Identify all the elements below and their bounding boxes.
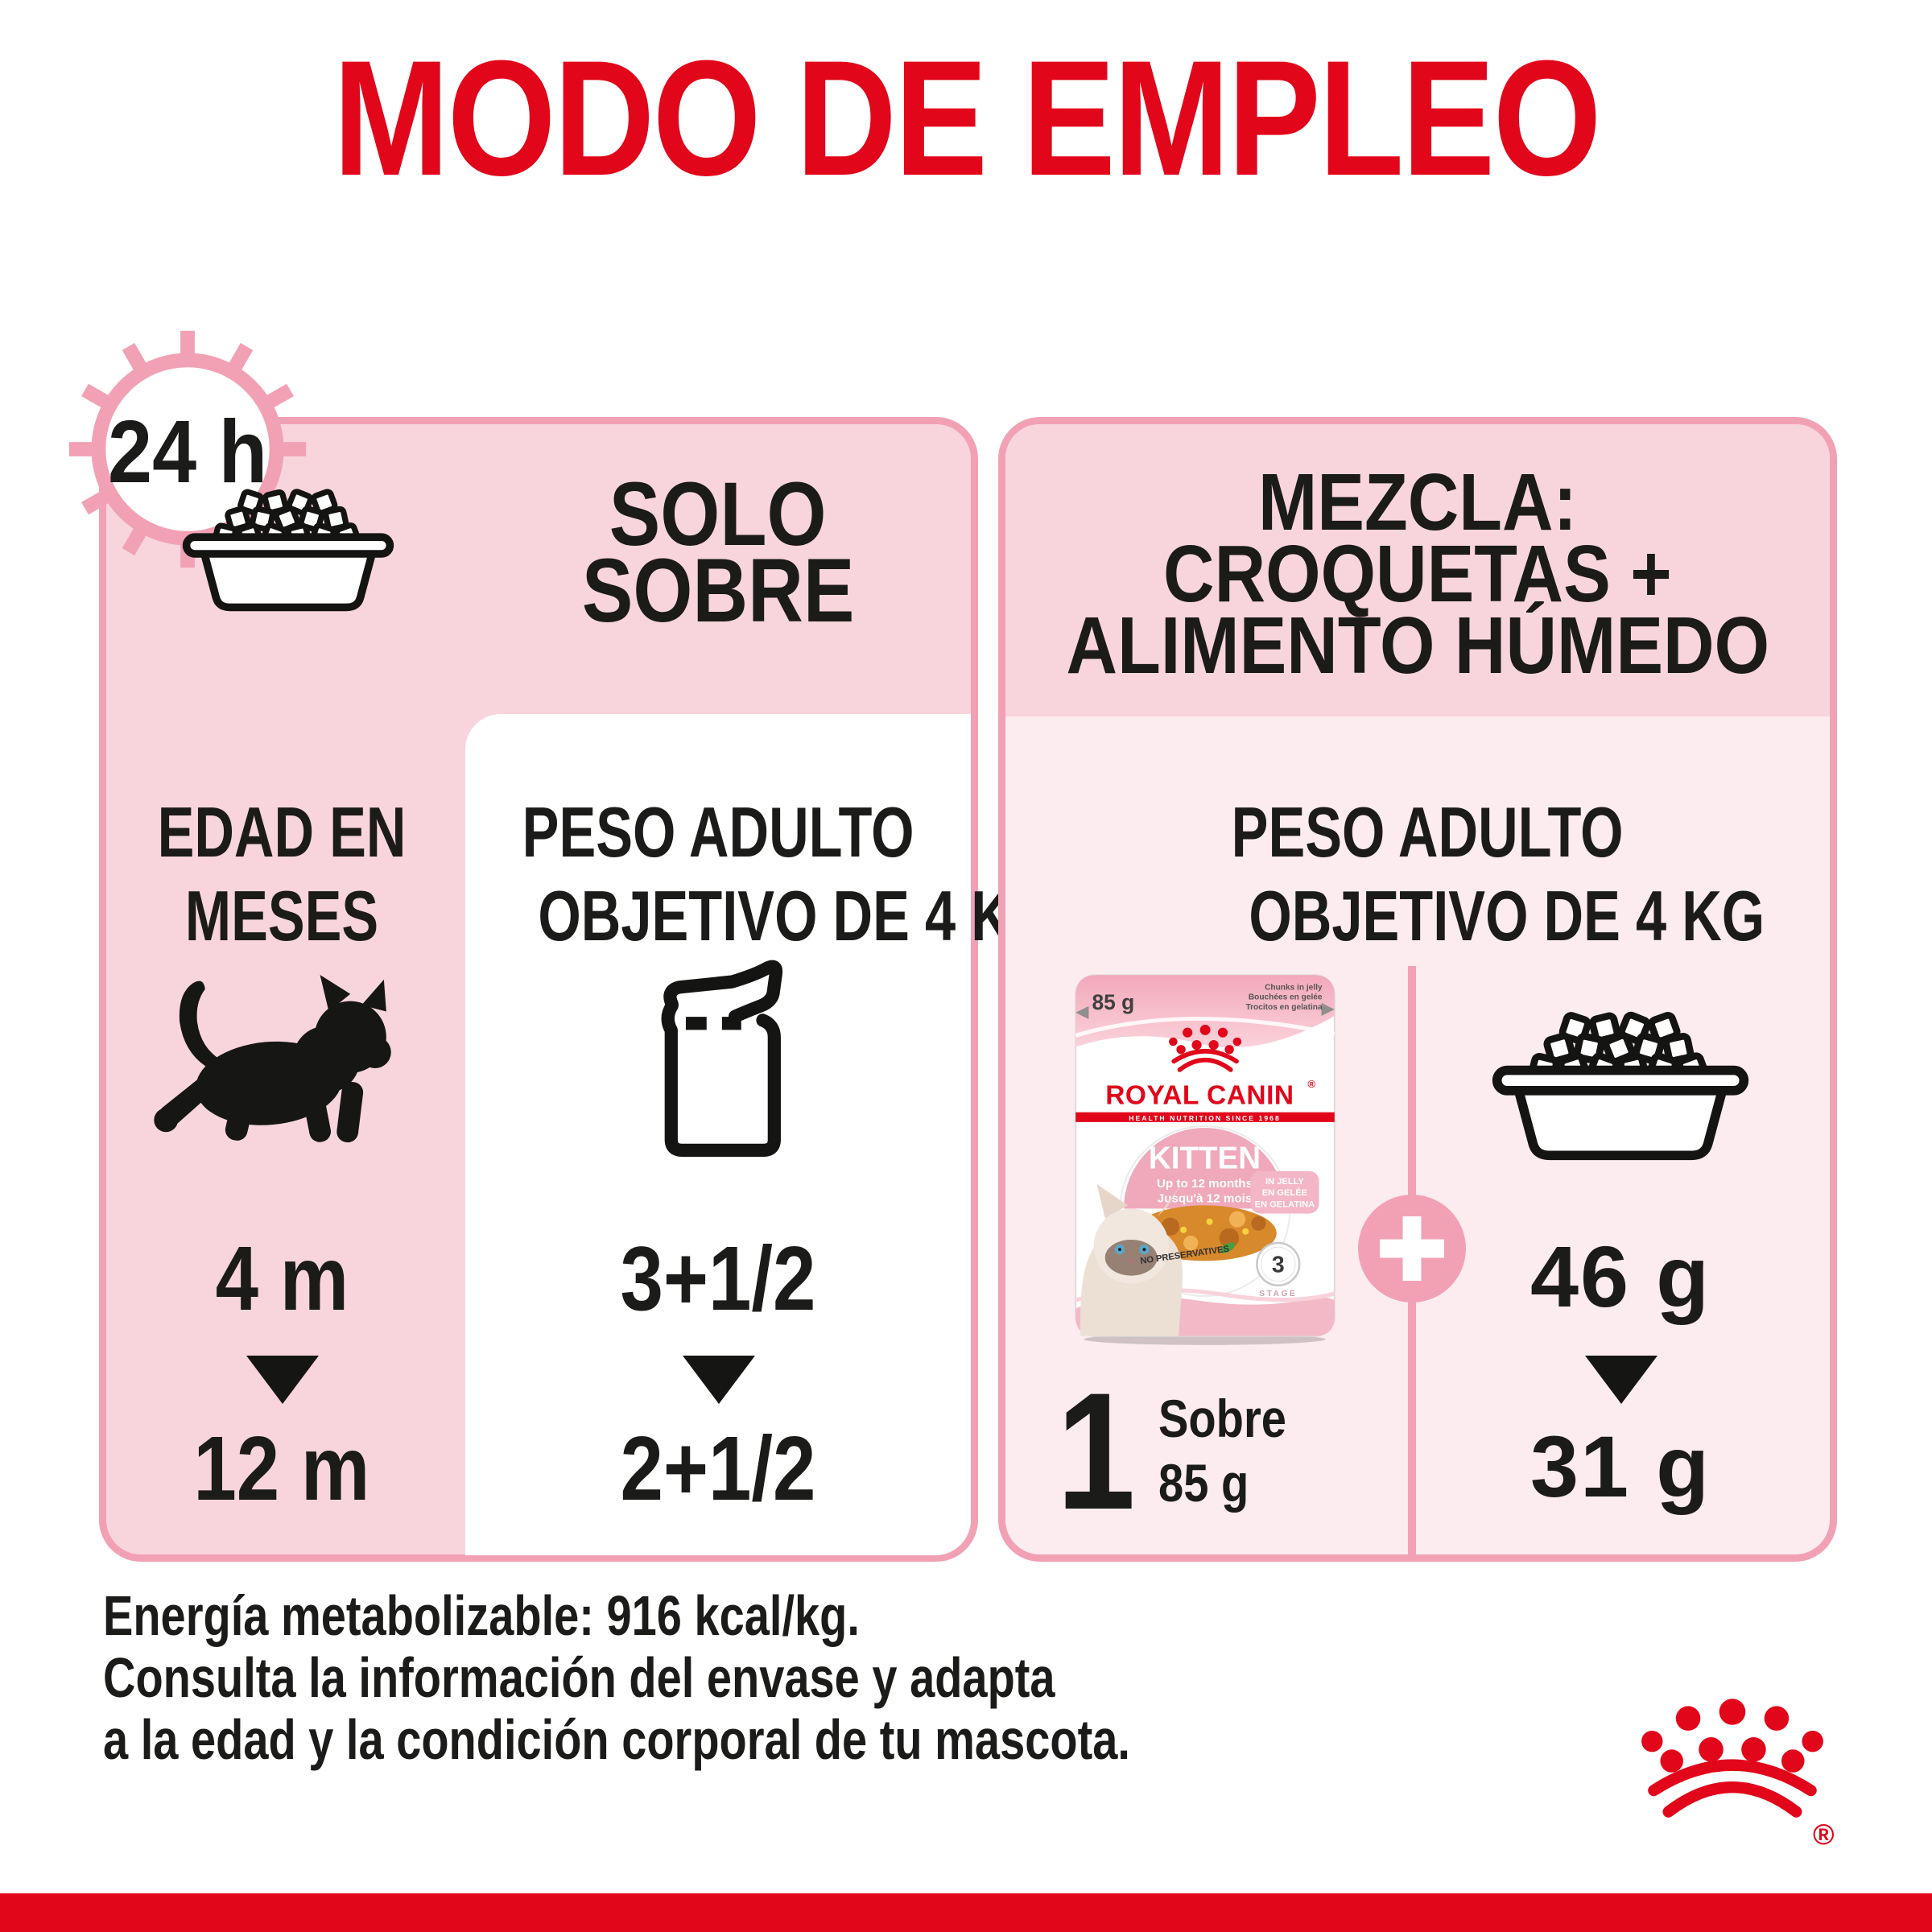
pouch-brand: ROYAL CANIN [1105,1081,1294,1111]
metabolizable-energy-note: Energía metabolizable: 916 kcal/kg. [103,1584,860,1647]
pouch-outline-icon [661,960,783,1158]
kitten-pouch-product-image: 85 g Chunks in jelly Bouchées en gelée T… [1075,974,1335,1345]
pouch-age-en: Up to 12 months [1157,1177,1253,1191]
pouch-jelly-es: EN GELATINA [1255,1199,1315,1209]
package-info-note-line1: Consulta la información del envase y ada… [103,1646,1055,1709]
pouch-age-fr: Jusqu'à 12 mois [1158,1191,1253,1205]
down-arrow-icon [246,1356,319,1404]
mix-header-background [1005,424,1830,716]
weight-column-header: PESO ADULTO OBJETIVO DE 4 KG [522,792,1055,956]
pouch-tagline: HEALTH NUTRITION SINCE 1968 [1129,1114,1281,1122]
dry-end-value: 31 g [1530,1418,1711,1515]
pouch-kitten-photo [1080,1183,1183,1336]
pouch-stage-label: STAGE [1259,1290,1297,1298]
weight-column-background [465,714,971,1555]
age-end-value: 12 m [193,1418,370,1519]
age-column-header: EDAD EN MESES [157,792,407,956]
pouch-desc-es: Trocitos en gelatina [1245,1003,1322,1012]
kitten-silhouette-icon [154,974,391,1143]
pouch-product-name: KITTEN [1149,1141,1261,1176]
clock-label: 24 h [107,402,268,502]
age-start-value: 4 m [215,1228,349,1329]
wet-serving-value: 1 Sobre 85 g [1056,1358,1287,1544]
kibble-bowl-icon [1492,1011,1749,1161]
pouch-only-panel: SOLO SOBRE EDAD EN MESES PESO ADULTO OBJ… [99,417,1055,1562]
kibble-bowl-icon [182,489,394,612]
plus-icon [1358,1195,1466,1302]
pouch-stage-number: 3 [1272,1253,1285,1278]
pouch-jelly-fr: EN GELÉE [1262,1187,1307,1198]
pouch-brand-reg: ® [1307,1078,1315,1090]
pouch-desc-en: Chunks in jelly [1265,984,1323,993]
mix-weight-header: PESO ADULTO OBJETIVO DE 4 KG [1231,792,1765,956]
bottom-red-bar [0,1893,1932,1932]
page-title: MODO DE EMPLEO [332,27,1601,210]
package-info-note-line2: a la edad y la condición corporal de tu … [103,1708,1130,1771]
pouch-only-header: SOLO SOBRE [581,464,855,641]
pouch-desc-fr: Bouchées en gelée [1249,993,1323,1002]
mix-header: MEZCLA: CROQUETAS + ALIMENTO HÚMEDO [1066,457,1769,691]
pouch-jelly-en: IN JELLY [1265,1177,1304,1187]
down-arrow-icon [683,1356,755,1404]
down-arrow-icon [1585,1356,1657,1404]
crown-registered-mark: ® [1813,1818,1835,1851]
mix-feeding-panel: MEZCLA: CROQUETAS + ALIMENTO HÚMEDO PESO… [998,417,1837,1562]
weight-start-value: 3+1/2 [620,1228,816,1329]
royal-canin-crown-logo [1639,1689,1827,1828]
pouch-weight-label: 85 g [1092,990,1134,1014]
weight-end-value: 2+1/2 [620,1418,816,1519]
dry-start-value: 46 g [1530,1228,1711,1325]
